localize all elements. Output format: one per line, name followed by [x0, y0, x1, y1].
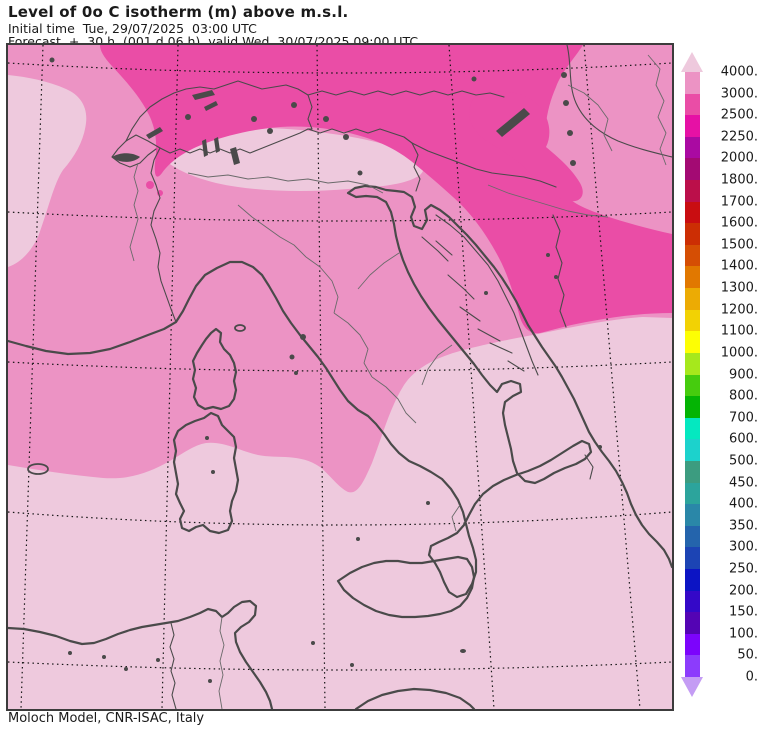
colorbar-segment — [685, 633, 700, 656]
colorbar-tick-label: 150. — [729, 604, 758, 620]
coastlines — [8, 184, 672, 709]
colorbar-tick-label: 1300. — [720, 280, 758, 296]
map-frame — [6, 43, 674, 711]
colorbar-tick-label: 1000. — [720, 345, 758, 361]
coast-libya — [354, 687, 476, 709]
lake-balaton — [496, 108, 530, 137]
graticule — [8, 45, 672, 709]
colorbar-segment — [685, 158, 700, 181]
colorbar-tick-label: 1100. — [720, 323, 758, 339]
colorbar-tick-label: 1400. — [720, 258, 758, 274]
coast-sardinia — [172, 411, 240, 535]
island-malta — [460, 649, 466, 653]
colorbar-segment — [685, 244, 700, 267]
colorbar — [685, 72, 700, 678]
colorbar-tick-label: 1200. — [720, 302, 758, 318]
colorbar-tick-label: 50. — [737, 647, 758, 663]
initial-time-line: Initial time Tue, 29/07/2025 03:00 UTC — [8, 21, 257, 36]
colorbar-tick-label: 500. — [729, 453, 758, 469]
lake-maggiore — [202, 139, 208, 157]
lake-geneva — [112, 153, 140, 162]
colorbar-segment — [685, 309, 700, 332]
coast-italy — [8, 184, 672, 599]
colorbar-segment — [685, 93, 700, 116]
colorbar-tick-label: 1500. — [720, 237, 758, 253]
colorbar-segment — [685, 396, 700, 418]
colorbar-segment — [685, 439, 700, 461]
colorbar-tick-label: 1600. — [720, 215, 758, 231]
colorbar-tick-label: 1800. — [720, 172, 758, 188]
colorbar-arrow-above-max — [681, 52, 703, 72]
colorbar-segment — [685, 612, 700, 634]
colorbar-tick-label: 900. — [729, 367, 758, 382]
colorbar-segment — [685, 180, 700, 202]
colorbar-tick-label: 200. — [729, 583, 758, 599]
colorbar-tick-label: 400. — [729, 496, 758, 512]
map-title: Level of 0o C isotherm (m) above m.s.l. — [8, 3, 349, 21]
colorbar-tick-label: 2500. — [720, 107, 758, 123]
lake-neuchatel — [146, 127, 163, 139]
colorbar-segment — [685, 547, 700, 570]
band-gt4000-france — [8, 75, 87, 267]
colorbar-segment — [685, 460, 700, 483]
coast-corsica — [191, 327, 238, 411]
colorbar-segment — [685, 590, 700, 613]
colorbar-segment — [685, 201, 700, 224]
colorbar-segment — [685, 136, 700, 159]
colorbar-tick-label: 700. — [729, 410, 758, 426]
lake-zurich — [204, 101, 218, 111]
colorbar-tick-label: 100. — [729, 626, 758, 642]
lake-garda — [230, 147, 240, 165]
colorbar-tick-label: 2250. — [720, 129, 758, 145]
rivers — [129, 54, 667, 709]
colorbar-segment — [685, 417, 700, 440]
colorbar-tick-label: 450. — [729, 475, 758, 491]
colorbar-segment — [685, 374, 700, 397]
colorbar-segment — [685, 331, 700, 353]
colorbar-segment — [685, 115, 700, 137]
colorbar-tick-label: 1700. — [720, 194, 758, 210]
coast-sicily — [336, 555, 476, 619]
lakes — [49, 57, 602, 683]
band-2500-3000-spot — [146, 181, 154, 189]
band-2500-3000-balaton — [469, 91, 583, 202]
coast-africa — [8, 599, 274, 709]
colorbar-tick-label: 250. — [729, 561, 758, 577]
colorbar-segment — [685, 266, 700, 289]
island-pantelleria — [311, 641, 315, 645]
colorbar-segment — [685, 288, 700, 310]
colorbar-tick-label: 2000. — [720, 150, 758, 166]
colorbar-arrow-below-min — [681, 677, 703, 697]
colorbar-segment — [685, 569, 700, 591]
lake-como — [214, 137, 220, 153]
colorbar-tick-label: 300. — [729, 539, 758, 555]
colorbar-tick-label: 800. — [729, 388, 758, 404]
colorbar-tick-label: 3000. — [720, 86, 758, 102]
isotherm-map — [8, 45, 672, 709]
colorbar-tick-label: 600. — [729, 431, 758, 447]
island-elba — [234, 324, 246, 332]
island-minorca — [27, 463, 49, 475]
colorbar-tick-label: 4000. — [720, 64, 758, 80]
model-credit: Moloch Model, CNR-ISAC, Italy — [8, 711, 205, 726]
colorbar-segment — [685, 655, 700, 678]
colorbar-segment — [685, 482, 700, 505]
colorbar-segment — [685, 72, 700, 94]
colorbar-tick-label: 0. — [745, 669, 758, 685]
colorbar-tick-label: 350. — [729, 518, 758, 534]
colorbar-segment — [685, 352, 700, 375]
dalmatian-islands — [421, 236, 594, 480]
colorbar-segment — [685, 223, 700, 245]
colorbar-segment — [685, 525, 700, 548]
band-gt4000-south — [8, 317, 672, 709]
region-borders — [237, 204, 461, 532]
lake-constance — [192, 90, 215, 100]
colorbar-segment — [685, 504, 700, 526]
